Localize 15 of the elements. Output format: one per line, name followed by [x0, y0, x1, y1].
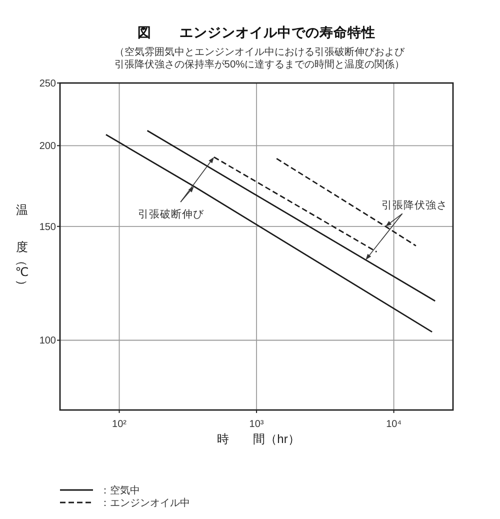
y-tick-label: 250 — [39, 78, 56, 90]
annotation: 引張破断伸び — [138, 207, 205, 220]
x-axis-title: 時 間（hr） — [217, 432, 300, 446]
x-tick-label: 10⁴ — [386, 419, 402, 430]
legend-label: ：空気中 — [100, 484, 140, 496]
x-tick-label: 10² — [112, 419, 128, 430]
y-tick-label: 150 — [39, 222, 56, 233]
y-tick-label: 200 — [39, 141, 56, 152]
text: 温度（℃） — [15, 203, 29, 292]
annotation: 引張降伏強さ — [381, 199, 448, 212]
legend-label: ：エンジンオイル中 — [100, 497, 190, 509]
chart-subtitle: （空気雰囲気中とエンジンオイル中における引張破断伸びおよび引張降伏強さの保持率が50%に達するまでの時間と温度の関係） — [114, 46, 406, 70]
chart-title: 図 エンジンオイル中での寿命特性 — [138, 25, 376, 40]
y-tick-label: 100 — [39, 336, 56, 347]
x-tick-label: 10³ — [249, 419, 264, 430]
